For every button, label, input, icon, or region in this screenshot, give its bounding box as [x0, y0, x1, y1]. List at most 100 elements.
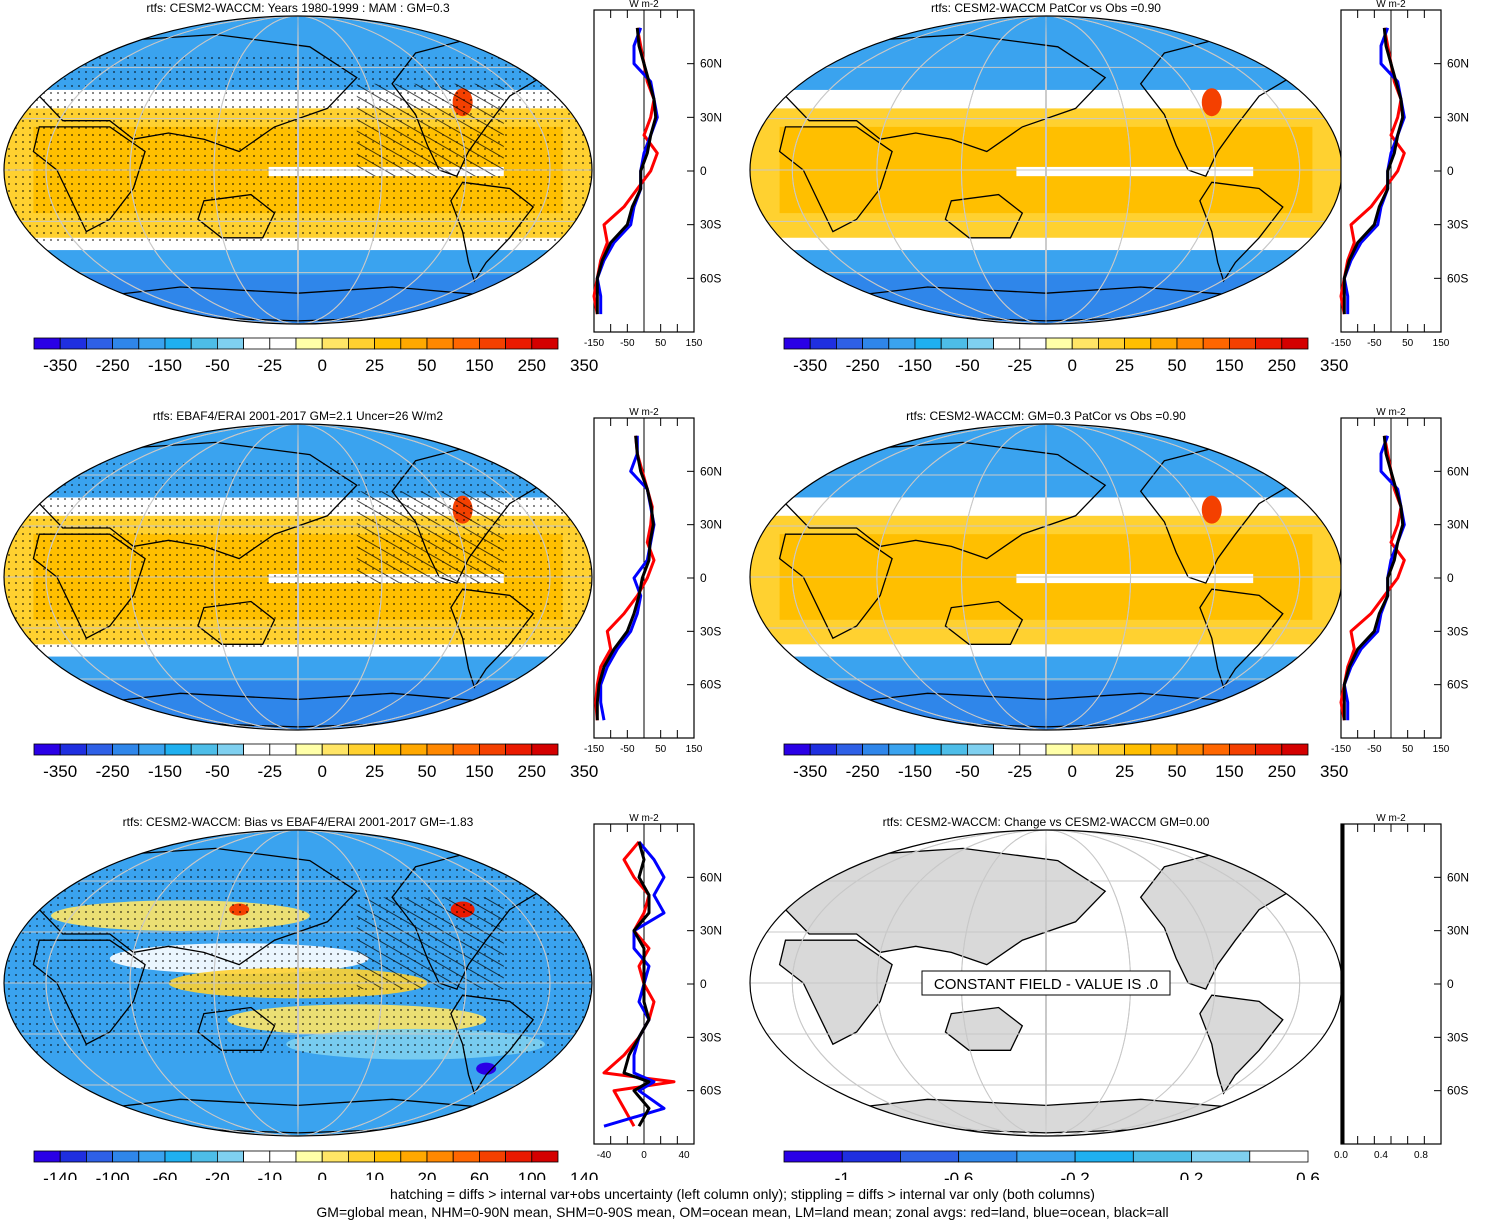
zonal-x-tick-label: -50 — [620, 338, 635, 349]
zonal-x-tick-label: -150 — [584, 338, 604, 349]
colorbar-tick-label: -25 — [1008, 356, 1033, 375]
colorbar-tick-label: 250 — [518, 762, 546, 781]
map-title-2: rtfs: CESM2-WACCM PatCor vs Obs =0.90 — [931, 1, 1161, 15]
zonal-panel-2: W m-2 -150 -50 50 150 60N 30N 0 30S 60S — [1331, 0, 1469, 349]
colorbar-tick-label: -140 — [43, 1169, 77, 1180]
colorbar-swatch — [374, 337, 402, 350]
map-title-4: rtfs: CESM2-WACCM: GM=0.3 PatCor vs Obs … — [906, 409, 1186, 423]
colorbar-swatch — [1191, 1150, 1251, 1163]
map-title-3: rtfs: EBAF4/ERAI 2001-2017 GM=2.1 Uncer=… — [153, 409, 443, 423]
colorbar-5: -140 -100 -60 -20 -10 0 10 20 60 100 140 — [33, 1150, 598, 1180]
colorbar-4: -350 -250 -150 -50 -25 0 25 50 150 250 350 — [783, 743, 1348, 781]
colorbar-swatch — [958, 1150, 1018, 1163]
graticule-lon — [297, 830, 299, 1136]
coastline-australia — [944, 1006, 1024, 1051]
zonal-lat-label: 60N — [700, 57, 722, 71]
colorbar-tick-label: -100 — [96, 1169, 130, 1180]
colorbar-swatch — [531, 1150, 559, 1163]
colorbar-tick-label: 350 — [1320, 356, 1348, 375]
colorbar-tick-label: 140 — [570, 1169, 598, 1180]
graticule-lon — [876, 830, 1216, 1136]
map-field-4 — [750, 424, 1342, 730]
colorbar-swatch — [531, 743, 559, 756]
colorbar-swatch — [841, 1150, 901, 1163]
zonal-frame — [1340, 823, 1442, 1145]
map-field-5 — [4, 830, 592, 1136]
colorbar-swatch — [1045, 743, 1073, 756]
coastline-samerica — [1199, 181, 1284, 283]
colorbar-swatch — [164, 337, 192, 350]
colorbar-tick-label: 50 — [1168, 356, 1187, 375]
zonal-lat-label: 30N — [1447, 924, 1469, 938]
colorbar-swatch — [347, 1150, 375, 1163]
zonal-units: W m-2 — [629, 0, 659, 10]
colorbar-swatch — [1016, 1150, 1076, 1163]
colorbar-swatch — [1098, 743, 1126, 756]
graticule-lon — [213, 16, 383, 324]
colorbar-swatch — [269, 743, 297, 756]
zonal-lat-label: 60N — [1447, 464, 1469, 478]
colorbar-swatch — [531, 337, 559, 350]
colorbar-swatch — [59, 1150, 87, 1163]
colorbar-swatch — [967, 337, 995, 350]
zonal-panel-3: W m-2 -150 -50 50 150 60N 30N 0 30S 60S — [584, 407, 722, 755]
colorbar-swatch — [452, 337, 480, 350]
colorbar-swatch — [295, 743, 323, 756]
map-field-2 — [750, 16, 1342, 324]
zonal-lat-label: 0 — [700, 977, 707, 991]
colorbar-swatch — [1132, 1150, 1192, 1163]
colorbar-swatch — [783, 1150, 843, 1163]
colorbar-swatch — [86, 337, 114, 350]
colorbar-swatch — [1249, 1150, 1309, 1163]
colorbar-swatch — [269, 337, 297, 350]
colorbar-swatch — [940, 743, 968, 756]
colorbar-tick-label: 350 — [1320, 762, 1348, 781]
colorbar-tick-label: 50 — [1168, 762, 1187, 781]
map-border — [3, 829, 593, 1137]
colorbar-tick-label: -250 — [96, 356, 130, 375]
map-panel-2: rtfs: CESM2-WACCM PatCor vs Obs =0.90 — [749, 1, 1343, 325]
map-field-1 — [4, 16, 592, 324]
colorbar-swatch — [862, 337, 890, 350]
colorbar-tick-label: -250 — [96, 762, 130, 781]
colorbar-swatch — [1255, 743, 1283, 756]
colorbar-swatch — [967, 743, 995, 756]
zonal-series-line — [622, 841, 651, 1127]
graticule-lon — [129, 830, 467, 1136]
field-eq-tongue — [1016, 166, 1254, 177]
colorbar-swatch — [33, 337, 61, 350]
graticule-lon — [213, 424, 383, 730]
zonal-lat-label: 30S — [700, 218, 721, 232]
graticule-lon — [297, 16, 299, 324]
bias-field-coldspot — [476, 1062, 497, 1075]
colorbar-tick-label: 0.6 — [1296, 1169, 1320, 1180]
colorbar-swatch — [1150, 337, 1178, 350]
colorbar-swatch — [190, 1150, 218, 1163]
graticule-lon — [791, 16, 1301, 324]
colorbar-swatch — [1071, 337, 1099, 350]
colorbar-swatch — [216, 743, 244, 756]
graticule-lon — [791, 830, 1301, 1136]
colorbar-swatch — [1255, 337, 1283, 350]
zonal-x-tick-label: -150 — [1331, 338, 1351, 349]
colorbar-swatch — [1281, 743, 1309, 756]
colorbar-swatch — [138, 337, 166, 350]
footer-hatching-note: hatching = diffs > internal var+obs unce… — [390, 1186, 1095, 1202]
colorbar-swatch — [993, 337, 1021, 350]
colorbar-tick-label: -250 — [846, 356, 880, 375]
coastline-antarctica — [820, 1098, 1250, 1134]
zonal-series-line — [595, 435, 655, 721]
coastline-eurasia — [778, 33, 1107, 153]
zonal-x-tick-label: -150 — [1331, 744, 1351, 755]
colorbar-swatch — [33, 1150, 61, 1163]
colorbar-swatch — [452, 743, 480, 756]
zonal-lat-label: 0 — [700, 571, 707, 585]
colorbar-tick-label: -20 — [205, 1169, 230, 1180]
coastline-africa — [778, 939, 893, 1046]
zonal-lat-label: 60S — [700, 1084, 721, 1098]
zonal-x-tick-label: 0.4 — [1374, 1150, 1388, 1161]
graticule-lon — [960, 16, 1132, 324]
zonal-panel-6: W m-2 0.0 0.4 0.8 60N 30N 0 30S 60S — [1334, 813, 1469, 1161]
colorbar-tick-label: -50 — [955, 762, 980, 781]
coastline-samerica — [1199, 588, 1284, 689]
